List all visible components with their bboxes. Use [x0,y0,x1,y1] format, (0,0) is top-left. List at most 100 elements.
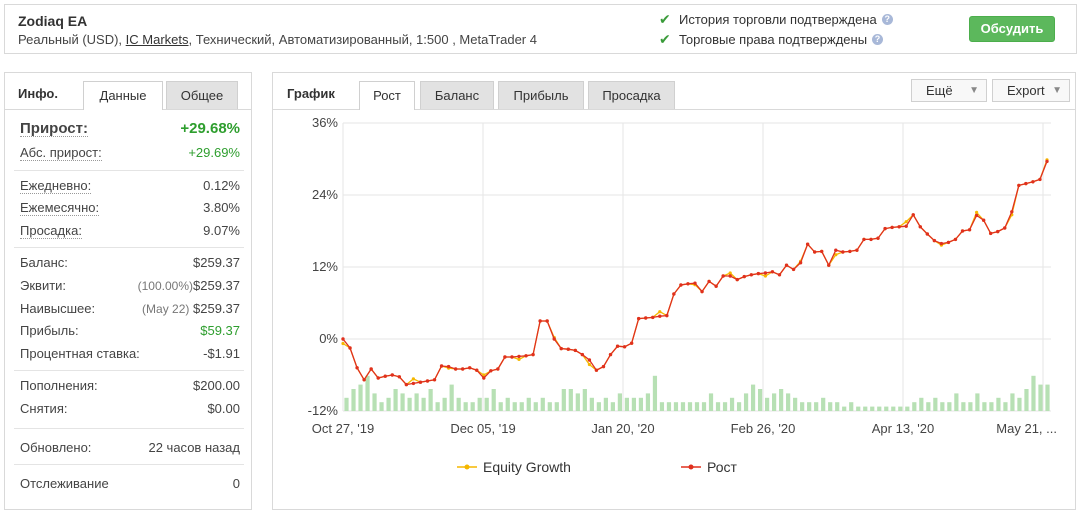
growth-point [721,274,725,278]
volume-bar [491,389,496,411]
volume-bar [842,406,847,411]
stat-label: Абс. прирост: [20,145,102,161]
volume-bar [393,389,398,411]
chart-panel: График Рост Баланс Прибыль Просадка Ещё … [272,72,1076,510]
stat-highest: Наивысшее: (May 22) $259.37 [14,299,244,322]
account-subtitle: Реальный (USD), IC Markets, Технический,… [18,32,537,47]
more-dropdown[interactable]: Ещё ▼ [911,79,987,102]
volume-bar [673,402,679,411]
growth-point [974,213,979,218]
broker-link[interactable]: IC Markets [125,32,189,47]
growth-point [862,237,866,242]
stat-label: Обновлено: [20,439,92,455]
volume-bar [968,402,973,411]
growth-point [848,249,852,254]
stat-updated: Обновлено: 22 часов назад [14,438,244,461]
volume-bar [849,402,854,411]
export-dropdown[interactable]: Export ▼ [992,79,1070,102]
volume-bar [358,384,363,411]
tab-data[interactable]: Данные [83,81,163,110]
volume-bar [891,406,896,411]
volume-bar [898,406,903,411]
growth-point [728,274,732,278]
discuss-button[interactable]: Обсудить [969,16,1055,42]
tab-balance[interactable]: Баланс [420,81,494,109]
volume-bar [975,393,980,411]
stat-growth: Прирост: +29.68% [14,119,244,143]
equity-growth-point [341,341,345,346]
volume-bar [652,375,658,411]
volume-bar [772,393,777,411]
volume-bar [701,402,707,411]
volume-bar [821,397,826,411]
equity-growth-line [342,159,1048,386]
volume-bar [344,397,349,411]
stat-label: Наивысшее: [20,300,96,316]
growth-point [1003,226,1007,230]
growth-point [777,273,782,277]
equity-growth-point [411,377,415,381]
stat-value: 9.07% [203,222,240,238]
volume-bar [575,393,580,411]
stat-withdrawals: Снятия: $0.00 [14,399,244,422]
legend-growth: Рост [681,459,737,475]
stat-value: $59.37 [200,323,240,339]
growth-point [446,364,451,369]
growth-point [622,345,627,349]
growth-point [411,381,416,386]
x-tick-label: Oct 27, '19 [312,421,374,436]
volume-bar [954,393,959,411]
tab-drawdown[interactable]: Просадка [588,81,675,109]
growth-point [601,364,606,369]
x-tick-label: Jan 20, '20 [591,421,654,436]
growth-point [524,354,528,358]
growth-point [700,289,704,294]
growth-point [869,237,873,242]
growth-point [587,358,592,362]
equity-growth-point [728,271,732,275]
tab-profit[interactable]: Прибыль [498,81,584,109]
tab-growth[interactable]: Рост [359,81,415,110]
growth-point [369,367,373,371]
account-type: Реальный (USD), [18,32,123,47]
growth-point [714,284,718,288]
stat-value: +29.68% [180,120,240,137]
growth-point [679,283,683,287]
volume-bar [947,402,952,411]
volume-bar [638,397,644,411]
volume-bar [659,402,665,411]
help-icon[interactable]: ? [881,14,893,25]
volume-bar [582,389,587,411]
help-icon[interactable]: ? [872,34,884,45]
account-header: Zodiaq EA Реальный (USD), IC Markets, Те… [4,4,1077,54]
growth-point [827,263,831,267]
chevron-down-icon: ▼ [1052,85,1062,96]
growth-point [953,237,958,242]
x-tick-label: Dec 05, '19 [450,421,515,436]
growth-point [559,346,563,351]
growth-point [580,352,585,357]
volume-bar [386,397,391,411]
stat-value: 3.80% [203,200,240,216]
stat-daily: Ежедневно: 0.12% [14,176,244,199]
growth-point [482,376,486,380]
volume-bar [680,402,686,411]
growth-point [538,319,542,323]
volume-bar [610,402,615,411]
growth-chart: 36% 24% 12% 0% -12% Oct 27, '19 Dec 05, '19 Jan… [308,115,1057,436]
volume-bar [1003,402,1008,411]
info-title: Инфо. [18,86,58,101]
verified-rights-label: Торговые права подтверждены [679,32,868,47]
volume-bar [926,402,931,411]
stat-profit: Прибыль: $59.37 [14,321,244,344]
stat-label: Баланс: [20,255,68,271]
volume-bar [694,402,700,411]
growth-point [932,238,937,243]
volume-bar [498,402,503,411]
volume-bar [666,402,672,411]
equity-growth-point [658,310,662,314]
growth-point [503,355,507,359]
volume-bar [519,402,524,411]
tab-general[interactable]: Общее [166,81,238,109]
growth-point [404,382,409,387]
